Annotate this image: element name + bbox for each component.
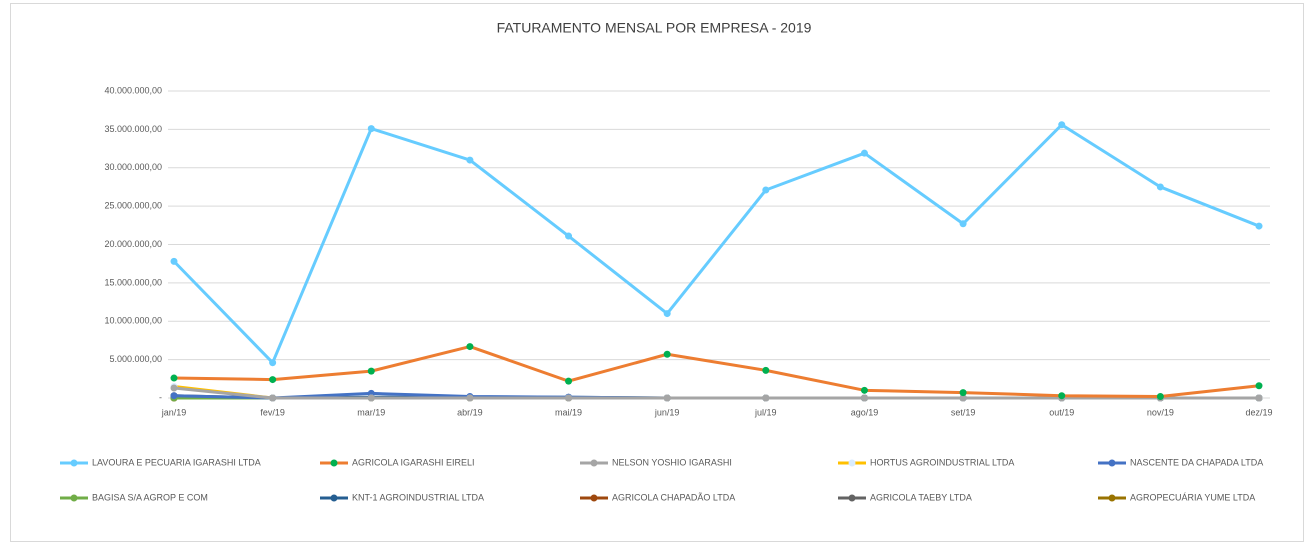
data-point — [762, 186, 770, 194]
y-tick-label: 15.000.000,00 — [104, 277, 162, 287]
series-line — [172, 123, 1260, 365]
data-point — [1255, 394, 1263, 402]
legend-marker — [330, 494, 338, 502]
legend-marker — [590, 494, 598, 502]
data-point — [170, 392, 178, 400]
data-point — [269, 359, 277, 367]
data-point — [367, 125, 375, 133]
data-point — [170, 374, 178, 382]
data-point — [466, 343, 474, 351]
data-point — [959, 394, 967, 402]
y-tick-label: 20.000.000,00 — [104, 239, 162, 249]
legend-marker — [590, 459, 598, 467]
legend-marker — [848, 459, 856, 467]
chart-title: FATURAMENTO MENSAL POR EMPRESA - 2019 — [497, 20, 812, 36]
data-point — [367, 394, 375, 402]
x-tick-label: dez/19 — [1245, 407, 1272, 417]
data-point — [1058, 392, 1066, 400]
data-point — [1255, 382, 1263, 390]
legend-label: NASCENTE DA CHAPADA LTDA — [1130, 457, 1263, 467]
legend-label: BAGISA S/A AGROP E COM — [92, 492, 208, 502]
y-tick-label: 40.000.000,00 — [104, 85, 162, 95]
data-point — [1255, 222, 1263, 230]
x-tick-label: jun/19 — [654, 407, 680, 417]
chart-border — [10, 3, 1304, 542]
y-tick-label: 5.000.000,00 — [109, 354, 162, 364]
data-point — [466, 394, 474, 402]
x-tick-label: nov/19 — [1147, 407, 1174, 417]
data-point — [860, 149, 868, 157]
data-point — [762, 394, 770, 402]
legend-marker — [1108, 459, 1116, 467]
data-point — [466, 156, 474, 164]
data-point — [367, 367, 375, 375]
data-point — [170, 384, 178, 392]
y-tick-label: 30.000.000,00 — [104, 162, 162, 172]
legend-marker — [70, 494, 78, 502]
series-line — [173, 345, 1260, 398]
x-tick-label: out/19 — [1049, 407, 1074, 417]
data-point — [565, 394, 573, 402]
legend-label: AGRICOLA CHAPADÃO LTDA — [612, 492, 735, 502]
data-point — [565, 377, 573, 385]
x-tick-label: mar/19 — [357, 407, 385, 417]
legend-label: LAVOURA E PECUARIA IGARASHI LTDA — [92, 457, 261, 467]
data-point — [565, 232, 573, 240]
legend-marker — [330, 459, 338, 467]
data-point — [860, 386, 868, 394]
x-tick-label: ago/19 — [851, 407, 879, 417]
data-point — [860, 394, 868, 402]
x-tick-label: abr/19 — [457, 407, 483, 417]
data-point — [269, 394, 277, 402]
x-tick-label: jan/19 — [161, 407, 187, 417]
data-point — [959, 389, 967, 397]
legend-marker — [1108, 494, 1116, 502]
legend-label: AGRICOLA TAEBY LTDA — [870, 492, 972, 502]
legend-label: HORTUS AGROINDUSTRIAL LTDA — [870, 457, 1014, 467]
data-point — [1156, 183, 1164, 191]
y-tick-label: 25.000.000,00 — [104, 201, 162, 211]
data-point — [663, 394, 671, 402]
legend-label: KNT-1 AGROINDUSTRIAL LTDA — [352, 492, 484, 502]
x-tick-label: set/19 — [951, 407, 976, 417]
legend-marker — [70, 459, 78, 467]
data-point — [959, 220, 967, 228]
y-tick-label: - — [159, 392, 162, 402]
data-point — [269, 376, 277, 384]
legend-label: AGRICOLA IGARASHI EIRELI — [352, 457, 475, 467]
data-point — [170, 257, 178, 265]
data-point — [762, 366, 770, 374]
x-tick-label: mai/19 — [555, 407, 582, 417]
legend-marker — [848, 494, 856, 502]
x-tick-label: fev/19 — [260, 407, 285, 417]
data-point — [663, 350, 671, 358]
data-point — [1156, 392, 1164, 400]
data-point — [1058, 121, 1066, 129]
data-point — [663, 310, 671, 318]
legend-label: AGROPECUÁRIA YUME LTDA — [1130, 492, 1255, 502]
y-tick-label: 35.000.000,00 — [104, 124, 162, 134]
y-tick-label: 10.000.000,00 — [104, 316, 162, 326]
series-line — [173, 386, 1259, 400]
x-tick-label: jul/19 — [754, 407, 777, 417]
legend-label: NELSON YOSHIO IGARASHI — [612, 457, 732, 467]
